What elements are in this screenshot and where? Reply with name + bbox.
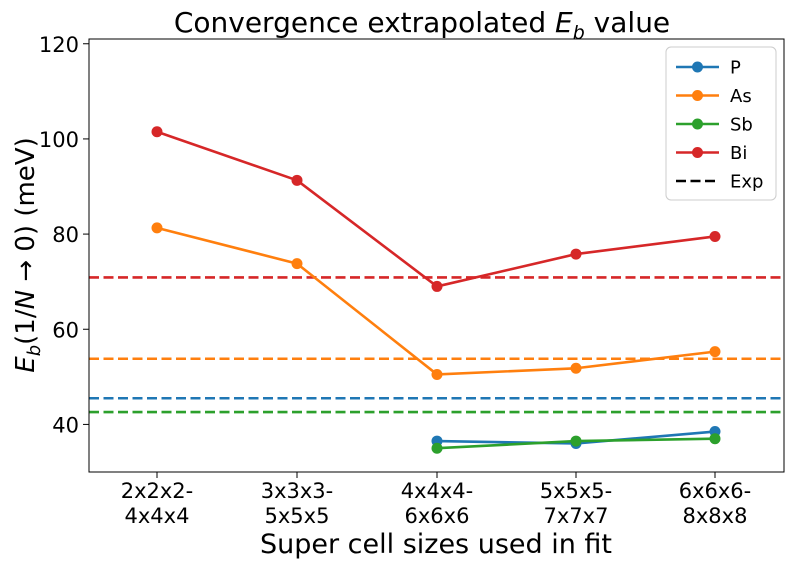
- legend: P As Sb Bi Exp: [665, 46, 777, 201]
- chart-title: Convergence extrapolated Eb value: [174, 6, 670, 44]
- x-tick-label: 5x5x5-: [540, 479, 613, 503]
- legend-marker-as: [692, 90, 703, 101]
- data-point-sb: [431, 442, 443, 454]
- legend-label-exp: Exp: [730, 172, 763, 193]
- x-tick-label: 2x2x2-: [121, 479, 194, 503]
- y-tick-label: 100: [39, 128, 79, 152]
- y-tick-label: 40: [52, 413, 79, 437]
- data-point-bi: [151, 126, 163, 138]
- x-tick-label: 7x7x7: [544, 504, 609, 528]
- data-point-as: [291, 258, 303, 270]
- data-point-sb: [570, 435, 582, 447]
- data-point-as: [570, 362, 582, 374]
- x-axis-label: Super cell sizes used in fit: [260, 529, 612, 560]
- legend-marker-bi: [692, 147, 703, 158]
- data-point-as: [151, 222, 163, 234]
- legend-marker-sb: [692, 118, 703, 130]
- x-tick-label: 6x6x6-: [679, 479, 752, 503]
- data-point-bi: [291, 174, 303, 186]
- series-line-as: [156, 226, 716, 376]
- series-line-bi: [156, 130, 716, 288]
- y-tick-label: 80: [52, 223, 79, 247]
- data-point-bi: [570, 248, 582, 260]
- data-point-sb: [709, 433, 721, 445]
- legend-marker-p: [692, 61, 703, 73]
- legend-box: [665, 46, 777, 201]
- legend-label-sb: Sb: [730, 115, 753, 136]
- data-point-as: [431, 368, 443, 380]
- x-tick-label: 5x5x5: [265, 504, 330, 528]
- x-tick-label: 8x8x8: [683, 504, 748, 528]
- data-point-bi: [431, 280, 443, 292]
- y-axis-label: Eb(1/N → 0) (meV): [11, 137, 45, 372]
- data-point-as: [709, 346, 721, 358]
- x-tick-label: 3x3x3-: [261, 479, 334, 503]
- x-tick-label: 4x4x4: [125, 504, 190, 528]
- legend-label-bi: Bi: [730, 143, 747, 164]
- y-tick-label: 60: [52, 318, 79, 342]
- x-tick-label: 6x6x6: [405, 504, 470, 528]
- y-tick-label: 120: [39, 33, 79, 57]
- legend-label-p: P: [730, 58, 741, 79]
- legend-label-as: As: [730, 86, 752, 107]
- x-tick-label: 4x4x4-: [401, 479, 474, 503]
- data-point-bi: [709, 230, 721, 242]
